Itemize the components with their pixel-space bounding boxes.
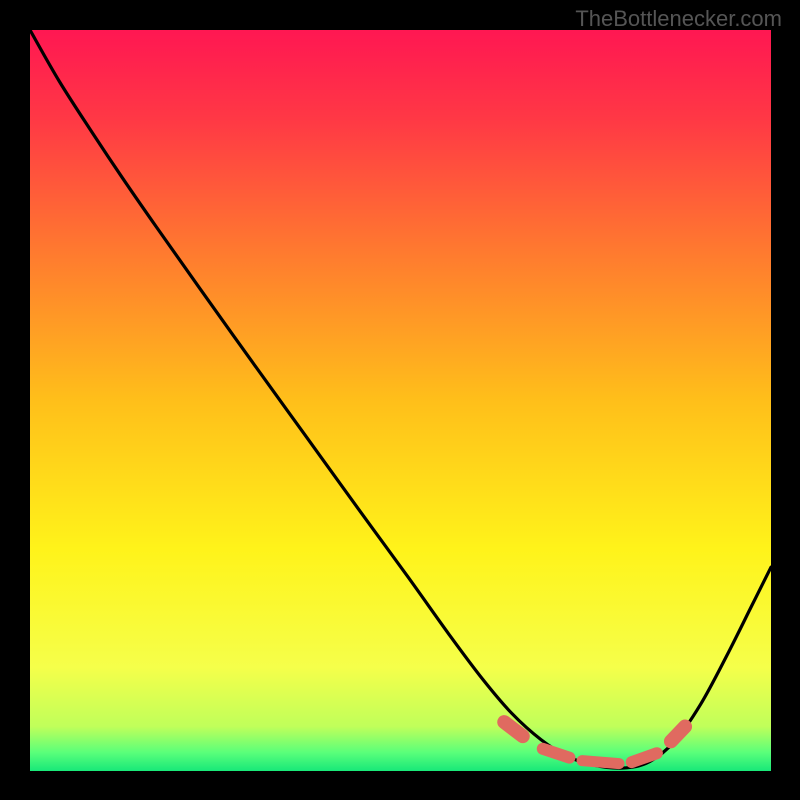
bottleneck-curve-plot: [30, 30, 771, 771]
chart-frame: TheBottlenecker.com: [0, 0, 800, 800]
curve-marker: [632, 753, 657, 762]
curve-marker: [582, 761, 619, 764]
plot-background: [30, 30, 771, 771]
curve-marker: [543, 749, 570, 758]
watermark-text: TheBottlenecker.com: [575, 6, 782, 32]
